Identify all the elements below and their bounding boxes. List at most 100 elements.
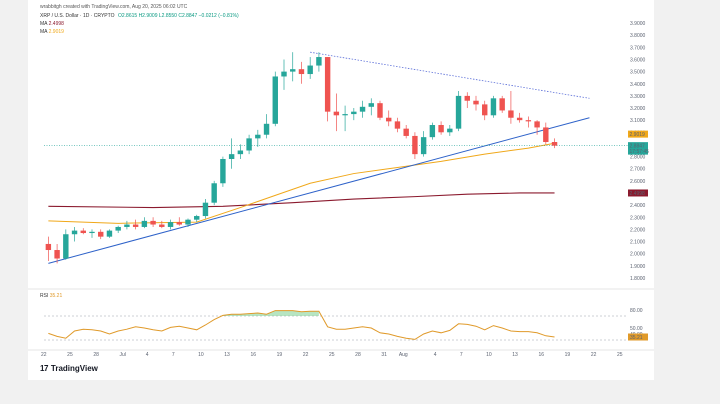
candle[interactable] [255, 134, 261, 139]
candle[interactable] [324, 57, 331, 112]
price-axis-tick: 2.6000 [630, 179, 646, 185]
candle[interactable] [543, 127, 549, 143]
time-axis-tick: 31 [381, 352, 387, 358]
time-axis-tick: 19 [277, 352, 283, 358]
candle[interactable] [89, 231, 95, 234]
candle[interactable] [272, 76, 278, 124]
price-axis-tick: 2.4000 [630, 203, 646, 209]
price-axis-tick: 3.8000 [630, 33, 646, 39]
candle[interactable] [45, 243, 52, 251]
price-axis-tick: 2.7000 [630, 167, 646, 173]
rsi-axis-tick: 50.00 [630, 326, 643, 332]
candle[interactable] [141, 220, 148, 227]
candle[interactable] [80, 230, 86, 234]
time-axis-tick: 16 [250, 352, 256, 358]
candle[interactable] [290, 69, 296, 72]
candle[interactable] [63, 234, 69, 259]
resistance-trendline[interactable] [310, 51, 590, 99]
candle[interactable] [237, 150, 244, 155]
candle[interactable] [159, 224, 165, 227]
time-axis-tick: 22 [303, 352, 309, 358]
candle[interactable] [71, 230, 78, 235]
candle[interactable] [98, 231, 104, 237]
candle[interactable] [185, 219, 191, 225]
rsi-value: 35.21 [49, 293, 63, 299]
price-axis-tick: 3.9000 [630, 21, 646, 27]
candle[interactable] [263, 123, 270, 135]
candle[interactable] [508, 110, 514, 118]
candle[interactable] [359, 106, 366, 112]
price-axis-tick: 3.4000 [630, 82, 646, 88]
candle[interactable] [429, 125, 436, 138]
time-axis-tick: 28 [93, 352, 99, 358]
candle[interactable] [499, 98, 505, 111]
candle[interactable] [447, 128, 453, 133]
candle[interactable] [211, 183, 217, 203]
time-axis-tick: 22 [591, 352, 597, 358]
candle[interactable] [316, 57, 322, 66]
candle[interactable] [394, 121, 401, 129]
time-axis-tick: 25 [329, 352, 335, 358]
candle[interactable] [482, 104, 488, 116]
time-axis-tick: 13 [224, 352, 230, 358]
candle[interactable] [490, 98, 497, 116]
candle[interactable] [281, 71, 287, 77]
candle[interactable] [464, 95, 470, 101]
candle[interactable] [534, 121, 540, 128]
candle[interactable] [150, 220, 156, 225]
tradingview-logo[interactable]: 17 TradingView [40, 364, 98, 373]
candle[interactable] [386, 117, 392, 122]
candle[interactable] [420, 137, 427, 155]
candle[interactable] [298, 69, 305, 75]
candle[interactable] [176, 222, 182, 225]
rsi-line [48, 310, 555, 340]
candle[interactable] [54, 250, 60, 259]
candle[interactable] [106, 230, 113, 237]
last-price-label: 2.8847 [630, 143, 646, 149]
candle[interactable] [246, 138, 252, 151]
ma-short-line [48, 142, 555, 224]
ma-short-price-label-bg [628, 130, 648, 138]
candle[interactable] [167, 222, 174, 227]
candle[interactable] [124, 224, 130, 227]
time-axis-tick: 16 [538, 352, 544, 358]
price-axis-tick: 3.7000 [630, 45, 646, 51]
rsi-value-label-bg [628, 333, 648, 341]
candle[interactable] [202, 202, 209, 217]
candle[interactable] [403, 128, 409, 136]
ma1-value: 2.4998 [48, 21, 64, 27]
rsi-legend[interactable]: RSI 35.21 [40, 293, 62, 299]
candle[interactable] [377, 103, 383, 118]
time-axis-tick: 4 [146, 352, 149, 358]
candle[interactable] [473, 100, 479, 105]
candle[interactable] [220, 158, 226, 184]
candle[interactable] [307, 65, 313, 75]
candle[interactable] [342, 114, 348, 116]
ma1-legend[interactable]: MA 2.4998 [40, 21, 64, 27]
countdown-label: 17:57:45 [630, 149, 650, 155]
rsi-overbought-fill [222, 310, 319, 316]
candle[interactable] [455, 95, 462, 129]
candle[interactable] [516, 117, 523, 121]
candle[interactable] [525, 120, 532, 122]
price-axis-tick: 2.3000 [630, 215, 646, 221]
ma2-label: MA [40, 29, 48, 35]
time-axis-tick: 4 [434, 352, 437, 358]
candle[interactable] [551, 142, 558, 146]
candle[interactable] [333, 111, 340, 116]
candle[interactable] [115, 226, 121, 231]
candle[interactable] [368, 103, 374, 107]
price-chart[interactable]: 3.9000 3.8000 3.7000 3.6000 3.5000 3.4000 3.30… [28, 0, 654, 380]
candle[interactable] [132, 224, 139, 227]
candle[interactable] [351, 111, 357, 115]
ma-short-price-label: 2.9019 [630, 132, 646, 138]
candle[interactable] [438, 125, 444, 133]
ma-long-price-label: 2.4998 [630, 191, 646, 197]
support-trendline[interactable] [48, 117, 590, 264]
candle[interactable] [412, 135, 418, 155]
candle[interactable] [194, 216, 200, 220]
candle[interactable] [228, 154, 235, 159]
price-axis-tick: 2.2000 [630, 227, 646, 233]
ma2-value: 2.9019 [48, 29, 64, 35]
ma2-legend[interactable]: MA 2.9019 [40, 29, 64, 35]
